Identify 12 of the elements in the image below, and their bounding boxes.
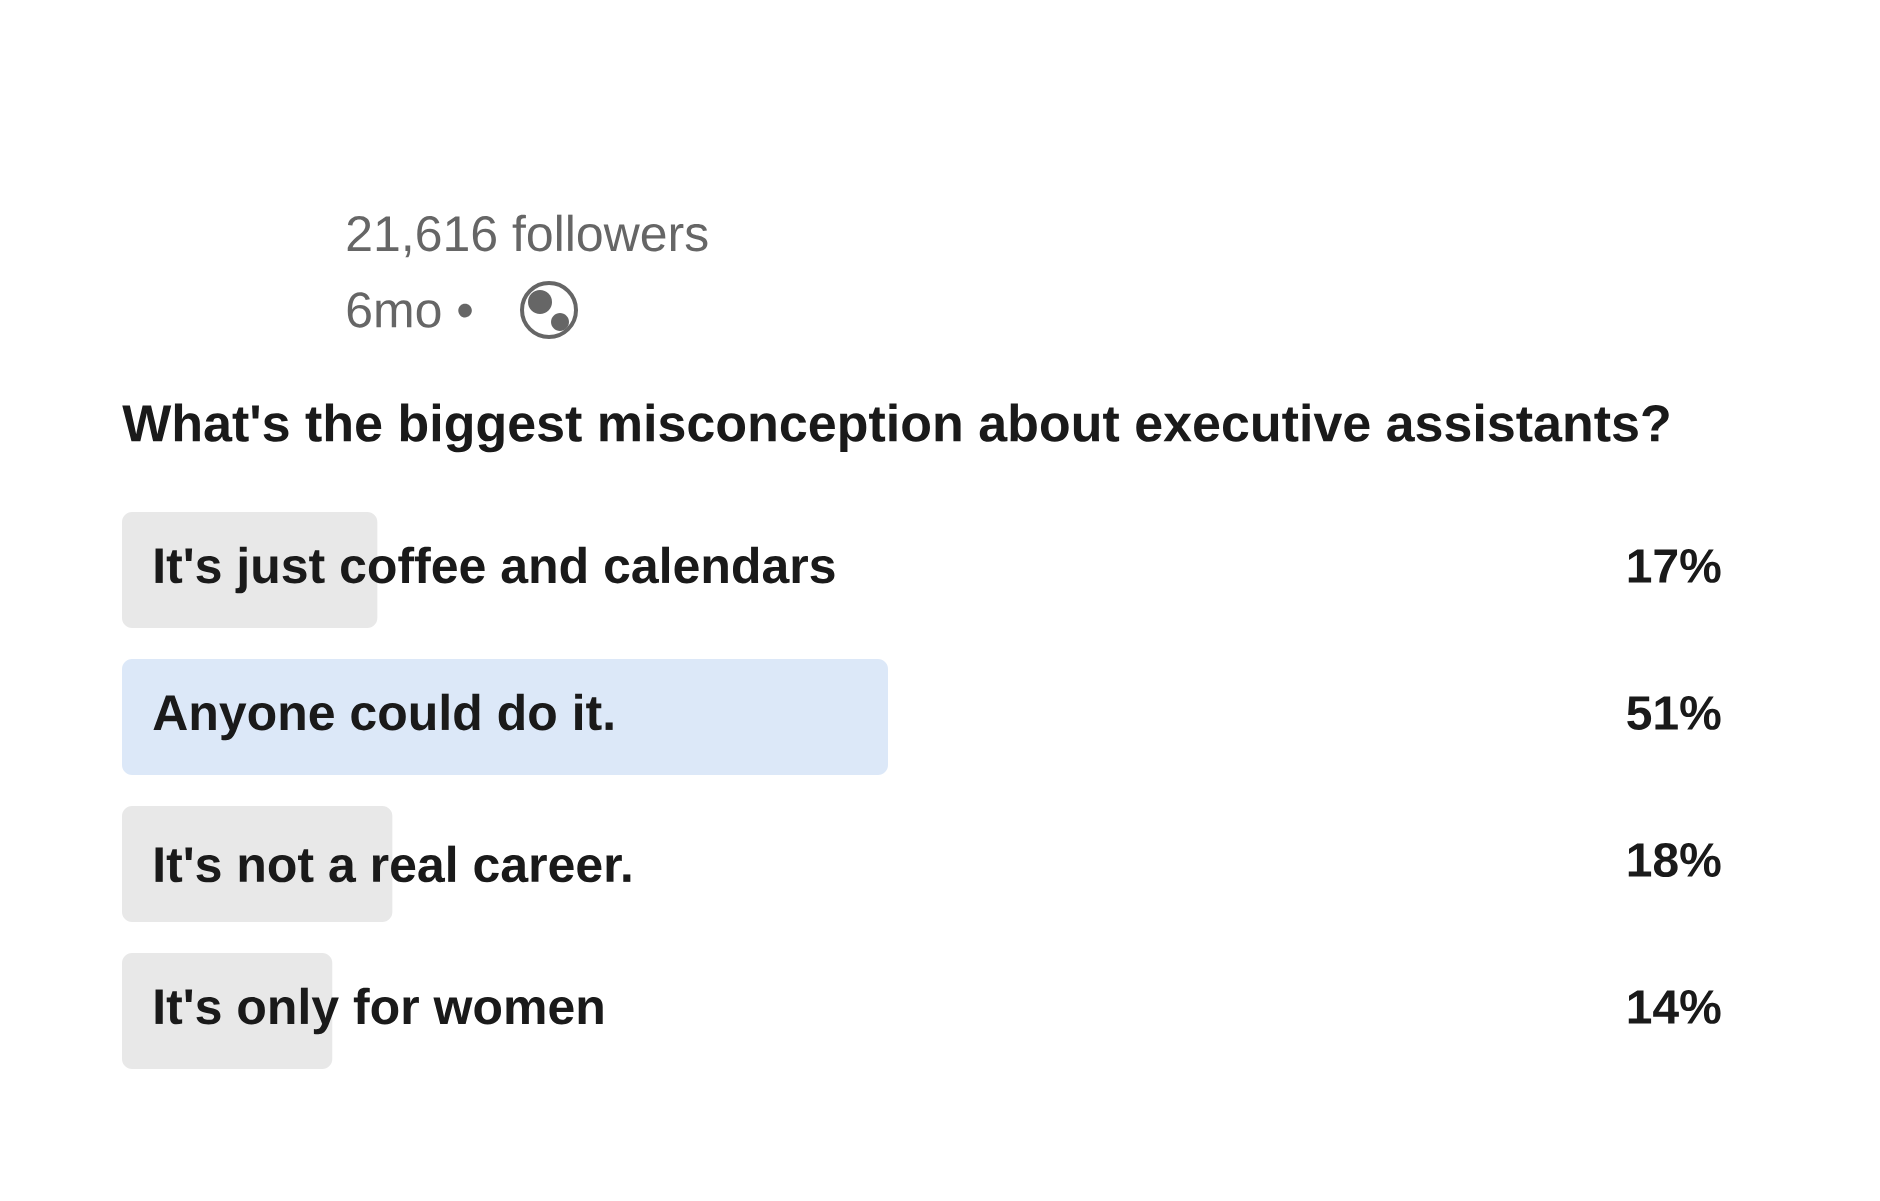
bar [122, 658, 889, 775]
data-label: 14% [1628, 990, 1721, 1024]
y-tick-label: It's just coffee and calendars [155, 546, 835, 594]
chart-title: What's the biggest misconception about executive assistants? [122, 403, 1669, 453]
y-tick-label: It's not a real career. [155, 845, 631, 883]
data-label: 51% [1627, 696, 1721, 730]
y-tick-label: It's only for women [155, 987, 603, 1035]
y-tick-label: Anyone could do it. [153, 693, 613, 741]
text: 6mo • [347, 292, 472, 328]
data-label: 17% [1628, 549, 1721, 583]
text: 21,616 followers [347, 214, 708, 258]
data-label: 18% [1628, 842, 1721, 877]
